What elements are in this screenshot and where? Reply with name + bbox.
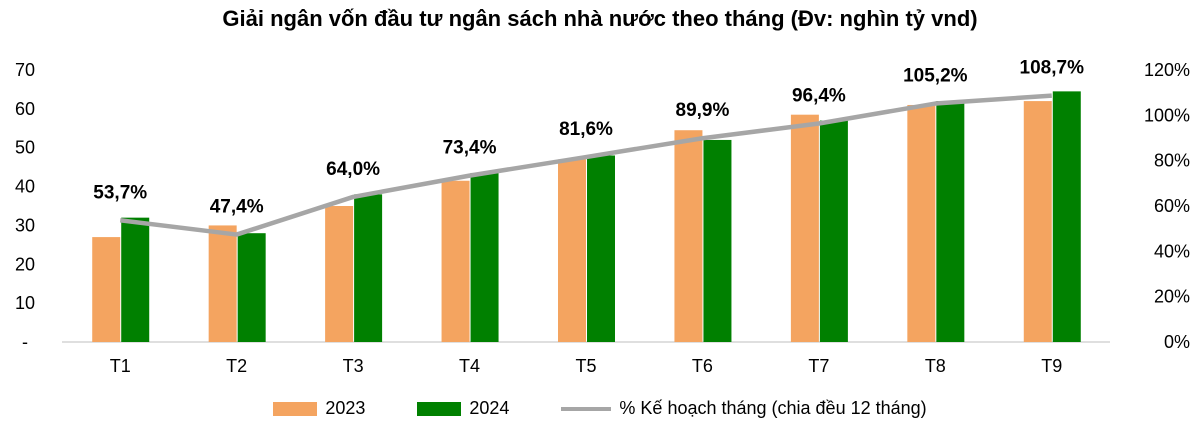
bar-2023	[92, 237, 121, 342]
y-right-tick-label: 20%	[1154, 287, 1190, 307]
bar-2024	[237, 233, 266, 342]
x-tick-label: T7	[808, 356, 829, 376]
bar-2023	[208, 225, 237, 342]
bar-2023	[325, 206, 354, 342]
bar-2023	[441, 180, 470, 342]
x-tick-label: T5	[575, 356, 596, 376]
bar-2023	[790, 114, 819, 342]
x-tick-label: T6	[692, 356, 713, 376]
y-left-tick-label: 10	[15, 293, 35, 313]
plan-line	[119, 93, 1052, 237]
plan-data-label: 108,7%	[1020, 58, 1085, 79]
plan-data-label: 105,2%	[903, 66, 968, 87]
x-tick-label: T9	[1041, 356, 1062, 376]
y-left-tick-label: 70	[15, 60, 35, 80]
bar-2023	[674, 130, 703, 342]
x-tick-label: T2	[226, 356, 247, 376]
legend-item-2024: 2024	[417, 398, 509, 419]
y-right-tick-label: 100%	[1144, 105, 1190, 125]
legend-label-plan: % Kế hoạch tháng (chia đều 12 tháng)	[619, 398, 927, 418]
y-right-tick-label: 40%	[1154, 241, 1190, 261]
legend-swatch-2023	[273, 401, 318, 416]
legend-item-2023: 2023	[273, 398, 365, 419]
legend-swatch-plan	[561, 406, 612, 411]
legend-label-2023: 2023	[325, 398, 366, 418]
plan-data-label: 96,4%	[792, 85, 846, 106]
plan-data-label: 47,4%	[210, 197, 264, 218]
y-right-tick-label: 60%	[1154, 196, 1190, 216]
bar-2024	[1052, 91, 1081, 342]
bar-2024	[703, 139, 732, 342]
legend-item-plan: % Kế hoạch tháng (chia đều 12 tháng)	[561, 398, 927, 419]
y-left-tick-label: 30	[15, 215, 35, 235]
plan-data-label: 53,7%	[93, 182, 147, 203]
bar-2024	[819, 120, 848, 342]
bar-2024	[587, 155, 615, 342]
bar-2024	[470, 172, 499, 342]
plan-data-label: 64,0%	[326, 159, 380, 180]
x-tick-label: T3	[343, 356, 364, 376]
y-right-tick-label: 120%	[1144, 60, 1190, 80]
legend-label-2024: 2024	[469, 398, 510, 418]
y-left-tick-label: 40	[15, 177, 35, 197]
y-left-tick-label: -	[22, 332, 28, 352]
chart-title: Giải ngân vốn đầu tư ngân sách nhà nước …	[222, 6, 978, 31]
y-left-tick-label: 50	[15, 138, 35, 158]
bar-2024	[354, 194, 383, 342]
bar-2024	[121, 217, 150, 342]
legend-swatch-2024	[417, 401, 462, 416]
x-tick-label: T8	[925, 356, 946, 376]
plan-data-label: 81,6%	[559, 119, 613, 140]
plan-data-label: 73,4%	[443, 138, 497, 159]
y-left-tick-label: 20	[15, 254, 35, 274]
y-right-tick-label: 80%	[1154, 151, 1190, 171]
bar-2024	[936, 101, 965, 342]
bar-2023	[907, 104, 936, 342]
x-tick-label: T1	[110, 356, 131, 376]
chart-legend: 2023 2024 % Kế hoạch tháng (chia đều 12 …	[0, 398, 1200, 419]
y-right-tick-label: 0%	[1164, 332, 1190, 352]
bar-2023	[1023, 101, 1052, 342]
x-tick-label: T4	[459, 356, 480, 376]
bar-2023	[558, 159, 586, 342]
y-left-tick-label: 60	[15, 99, 35, 119]
plan-data-label: 89,9%	[676, 100, 730, 121]
chart-canvas: - 10 20 30 40 50 60 70 0% 20% 40% 60% 80% 100% 120% T1 T…	[15, 58, 1190, 376]
